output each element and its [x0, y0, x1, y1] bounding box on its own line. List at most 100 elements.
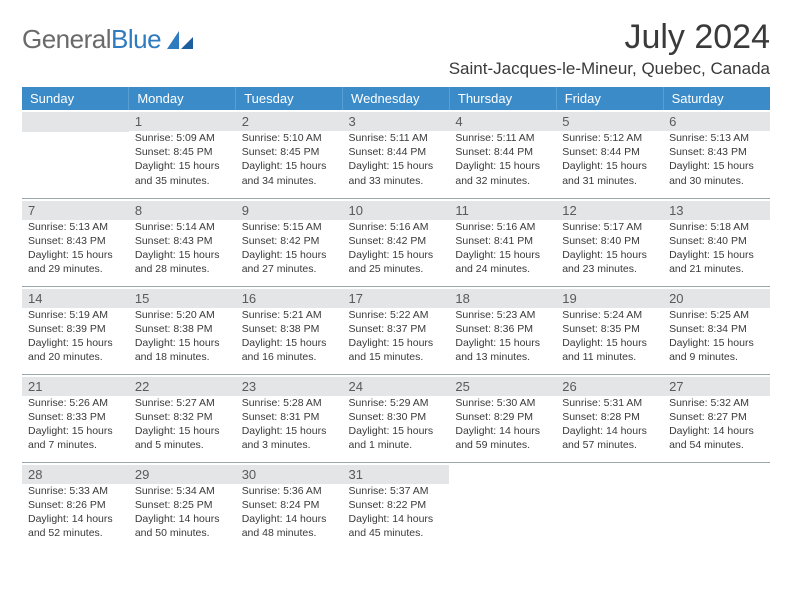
calendar-week-row: 7Sunrise: 5:13 AM Sunset: 8:43 PM Daylight…: [22, 198, 770, 286]
sunset-line: Sunset: 8:43 PM: [28, 235, 106, 247]
daylight-line: Daylight: 15 hours and 31 minutes.: [562, 160, 647, 186]
sunrise-line: Sunrise: 5:27 AM: [135, 397, 215, 409]
sunset-line: Sunset: 8:39 PM: [28, 323, 106, 335]
calendar-week-row: 28Sunrise: 5:33 AMSunset: 8:26 PMDayligh…: [22, 462, 770, 550]
sunrise-line: Sunrise: 5:12 AM: [562, 132, 642, 144]
daylight-line: Daylight: 15 hours and 27 minutes.: [242, 249, 327, 275]
day-info: Sunrise: 5:24 AMSunset: 8:35 PMDaylight:…: [562, 308, 657, 365]
daylight-line: Daylight: 15 hours and 16 minutes.: [242, 337, 327, 363]
day-info: Sunrise: 5:34 AMSunset: 8:25 PMDaylight:…: [135, 484, 230, 541]
calendar-day-cell: [449, 462, 556, 550]
daylight-line: Daylight: 15 hours and 21 minutes.: [669, 249, 754, 275]
sunrise-line: Sunrise: 5:18 AM: [669, 221, 749, 233]
calendar-day-cell: 14Sunrise: 5:19 AMSunset: 8:39 PMDayligh…: [22, 286, 129, 374]
sunrise-line: Sunrise: 5:11 AM: [349, 132, 428, 144]
calendar-table: Sunday Monday Tuesday Wednesday Thursday…: [22, 87, 770, 550]
day-number: 7: [22, 201, 129, 220]
day-info: Sunrise: 5:23 AM Sunset: 8:36 PM Daylight:…: [455, 308, 550, 365]
day-number: 21: [22, 377, 129, 396]
weekday-header: Saturday: [663, 87, 770, 110]
calendar-day-cell: [22, 110, 129, 198]
calendar-day-cell: 10Sunrise: 5:16 AMSunset: 8:42 PMDayligh…: [343, 198, 450, 286]
calendar-day-cell: 21Sunrise: 5:26 AMSunset: 8:33 PMDayligh…: [22, 374, 129, 462]
sunset-line: Sunset: 8:38 PM: [242, 323, 320, 335]
sunrise-line: Sunrise: 5:17 AM: [562, 221, 642, 233]
day-number: 14: [22, 289, 129, 308]
calendar-day-cell: 4Sunrise: 5:11 AMSunset: 8:44 PMDaylight…: [449, 110, 556, 198]
day-number: 22: [129, 377, 236, 396]
calendar-day-cell: 2Sunrise: 5:10 AMSunset: 8:45 PMDaylight…: [236, 110, 343, 198]
day-number: 20: [663, 289, 770, 308]
sunset-line: Sunset: 8:40 PM: [562, 235, 640, 247]
sunset-line: Sunset: 8:25 PM: [135, 499, 213, 511]
sunset-line: Sunset: 8:44 PM: [562, 146, 640, 158]
sunset-line: Sunset: 8:41 PM: [455, 235, 533, 247]
day-info: Sunrise: 5:37 AMSunset: 8:22 PMDaylight:…: [349, 484, 444, 541]
day-info: Sunrise: 5:20 AM Sunset: 8:38 PM Daylight:…: [135, 308, 230, 365]
sunset-line: Sunset: 8:36 PM: [455, 323, 533, 335]
sunrise-line: Sunrise: 5:13 AM: [28, 221, 108, 233]
sunset-line: Sunset: 8:34 PM: [669, 323, 747, 335]
weekday-header: Friday: [556, 87, 663, 110]
calendar-week-row: 21Sunrise: 5:26 AMSunset: 8:33 PMDayligh…: [22, 374, 770, 462]
sunset-line: Sunset: 8:38 PM: [135, 323, 213, 335]
calendar-week-row: 14Sunrise: 5:19 AMSunset: 8:39 PMDayligh…: [22, 286, 770, 374]
calendar-day-cell: 15Sunrise: 5:20 AMSunset: 8:38 PMDayligh…: [129, 286, 236, 374]
day-number: 26: [556, 377, 663, 396]
sunset-line: Sunset: 8:30 PM: [349, 411, 427, 423]
sunrise-line: Sunrise: 5:28 AM: [242, 397, 322, 409]
brand-logo: GeneralBlue: [22, 18, 195, 55]
daylight-line: Daylight: 15 hours and 3 minutes.: [242, 425, 327, 451]
day-number: 5: [556, 112, 663, 131]
day-info: Sunrise: 5:30 AMSunset: 8:29 PMDaylight:…: [455, 396, 550, 453]
daylight-line: Daylight: 15 hours and 30 minutes.: [669, 160, 754, 186]
sunset-line: Sunset: 8:27 PM: [669, 411, 747, 423]
calendar-day-cell: 26Sunrise: 5:31 AMSunset: 8:28 PMDayligh…: [556, 374, 663, 462]
empty-day-band: [22, 112, 129, 132]
sunset-line: Sunset: 8:24 PM: [242, 499, 320, 511]
calendar-day-cell: 9Sunrise: 5:15 AMSunset: 8:42 PMDaylight…: [236, 198, 343, 286]
calendar-day-cell: 22Sunrise: 5:27 AMSunset: 8:32 PMDayligh…: [129, 374, 236, 462]
day-info: Sunrise: 5:13 AM Sunset: 8:43 PM Daylight:…: [28, 220, 123, 277]
day-info: Sunrise: 5:29 AMSunset: 8:30 PMDaylight:…: [349, 396, 444, 453]
daylight-line: Daylight: 15 hours and 32 minutes.: [455, 160, 540, 186]
sunrise-line: Sunrise: 5:16 AM: [455, 221, 535, 233]
day-info: Sunrise: 5:13 AMSunset: 8:43 PMDaylight:…: [669, 131, 764, 188]
sunrise-line: Sunrise: 5:20 AM: [135, 309, 215, 321]
calendar-day-cell: 1Sunrise: 5:09 AMSunset: 8:45 PMDaylight…: [129, 110, 236, 198]
daylight-line: Daylight: 15 hours and 20 minutes.: [28, 337, 113, 363]
sunrise-line: Sunrise: 5:14 AM: [135, 221, 215, 233]
day-number: 25: [449, 377, 556, 396]
brand-text: GeneralBlue: [22, 24, 161, 55]
sunset-line: Sunset: 8:45 PM: [242, 146, 320, 158]
calendar-day-cell: 16Sunrise: 5:21 AMSunset: 8:38 PMDayligh…: [236, 286, 343, 374]
sunrise-line: Sunrise: 5:21 AM: [242, 309, 322, 321]
daylight-line: Daylight: 15 hours and 29 minutes.: [28, 249, 113, 275]
day-number: 3: [343, 112, 450, 131]
day-info: Sunrise: 5:11 AMSunset: 8:44 PMDaylight:…: [349, 131, 444, 188]
daylight-line: Daylight: 15 hours and 33 minutes.: [349, 160, 434, 186]
day-number: 4: [449, 112, 556, 131]
day-number: 29: [129, 465, 236, 484]
daylight-line: Daylight: 15 hours and 15 minutes.: [349, 337, 434, 363]
daylight-line: Daylight: 14 hours and 57 minutes.: [562, 425, 647, 451]
daylight-line: Daylight: 15 hours and 13 minutes.: [455, 337, 540, 363]
sunrise-line: Sunrise: 5:23 AM: [455, 309, 535, 321]
day-info: Sunrise: 5:16 AMSunset: 8:41 PMDaylight:…: [455, 220, 550, 277]
day-number: 2: [236, 112, 343, 131]
weekday-header: Sunday: [22, 87, 129, 110]
brand-part2: Blue: [111, 24, 161, 54]
brand-part1: General: [22, 24, 111, 54]
sunrise-line: Sunrise: 5:25 AM: [669, 309, 749, 321]
sunrise-line: Sunrise: 5:34 AM: [135, 485, 215, 497]
day-info: Sunrise: 5:14 AMSunset: 8:43 PMDaylight:…: [135, 220, 230, 277]
daylight-line: Daylight: 15 hours and 18 minutes.: [135, 337, 220, 363]
daylight-line: Daylight: 15 hours and 25 minutes.: [349, 249, 434, 275]
sunset-line: Sunset: 8:44 PM: [455, 146, 533, 158]
header-row: GeneralBlue July 2024: [22, 18, 770, 57]
day-info: Sunrise: 5:16 AMSunset: 8:42 PMDaylight:…: [349, 220, 444, 277]
daylight-line: Daylight: 14 hours and 54 minutes.: [669, 425, 754, 451]
daylight-line: Daylight: 14 hours and 59 minutes.: [455, 425, 540, 451]
daylight-line: Daylight: 15 hours and 35 minutes.: [135, 160, 220, 186]
day-info: Sunrise: 5:31 AMSunset: 8:28 PMDaylight:…: [562, 396, 657, 453]
